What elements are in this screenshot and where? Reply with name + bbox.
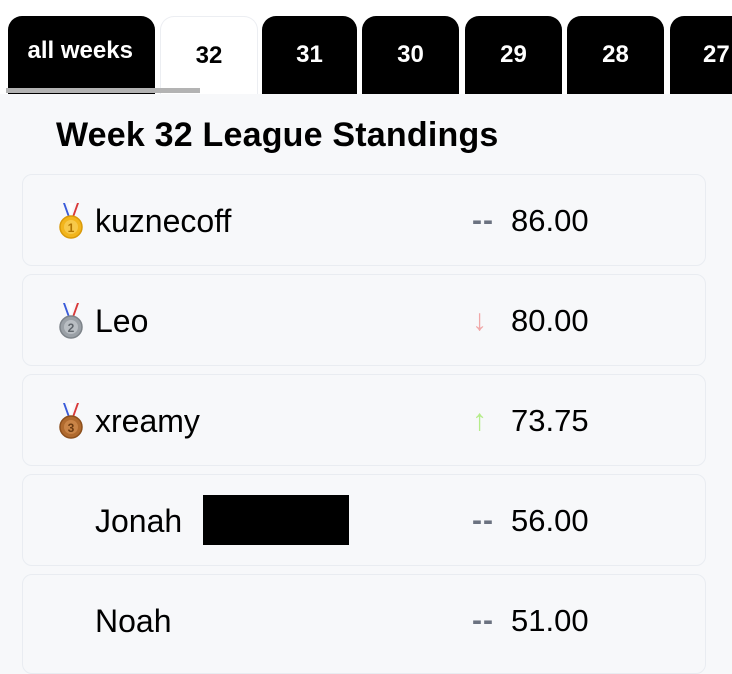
tab-label: 30 — [397, 41, 424, 68]
tab-label: 29 — [500, 41, 527, 68]
trend-up-icon: ↑ — [472, 404, 487, 437]
tab-label: 28 — [602, 41, 629, 68]
tab-scroll-indicator — [6, 88, 200, 93]
player-score: 56.00 — [511, 503, 589, 538]
player-score: 86.00 — [511, 203, 589, 238]
tab-week-28[interactable]: 28 — [567, 16, 664, 94]
svg-text:2: 2 — [68, 321, 75, 335]
trend-indicator: -- — [472, 604, 494, 637]
redaction-box — [203, 495, 349, 545]
trend-down-icon: ↓ — [472, 304, 487, 337]
standings-row: 2 Leo ↓ 80.00 — [22, 274, 706, 366]
player-name: Leo — [95, 303, 149, 339]
player-name: Jonah — [95, 503, 183, 539]
player-name: kuznecoff — [95, 203, 232, 239]
tab-label: 31 — [296, 41, 323, 68]
player-name: xreamy — [95, 403, 200, 439]
standings-row: Noah -- 51.00 — [22, 574, 706, 674]
bronze-medal-icon: 3 — [59, 403, 83, 439]
player-score: 51.00 — [511, 603, 589, 638]
tab-label: 27 — [703, 41, 730, 68]
tab-week-29[interactable]: 29 — [465, 16, 562, 94]
player-score: 73.75 — [511, 403, 589, 438]
player-name: Noah — [95, 603, 172, 639]
tab-week-30[interactable]: 30 — [362, 16, 459, 94]
week-tab-bar: all weeks 32 31 30 29 28 27 — [0, 0, 732, 94]
standings-row: Jonah -- 56.00 — [22, 474, 706, 566]
svg-text:1: 1 — [68, 221, 75, 235]
svg-text:3: 3 — [68, 421, 75, 435]
tab-week-31[interactable]: 31 — [262, 16, 357, 94]
tab-label: 32 — [195, 41, 223, 69]
trend-indicator: -- — [472, 204, 494, 237]
tab-week-32[interactable]: 32 — [160, 16, 258, 94]
player-score: 80.00 — [511, 303, 589, 338]
tab-all-weeks[interactable]: all weeks — [8, 16, 155, 94]
page-title: Week 32 League Standings — [56, 116, 499, 154]
tab-label: all weeks — [27, 37, 133, 64]
silver-medal-icon: 2 — [59, 303, 83, 339]
standings-row: 3 xreamy ↑ 73.75 — [22, 374, 706, 466]
gold-medal-icon: 1 — [59, 203, 83, 239]
standings-row: 1 kuznecoff -- 86.00 — [22, 174, 706, 266]
trend-indicator: -- — [472, 504, 494, 537]
tab-week-27[interactable]: 27 — [670, 16, 732, 94]
